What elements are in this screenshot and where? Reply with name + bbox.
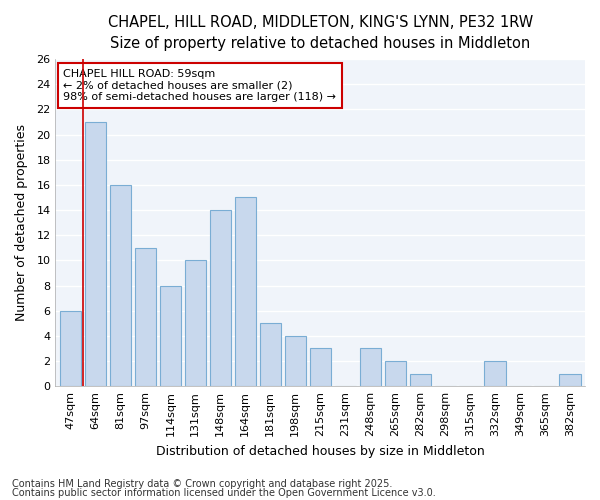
Bar	[185, 260, 206, 386]
Bar	[209, 210, 231, 386]
Text: CHAPEL HILL ROAD: 59sqm
← 2% of detached houses are smaller (2)
98% of semi-deta: CHAPEL HILL ROAD: 59sqm ← 2% of detached…	[64, 69, 337, 102]
Title: CHAPEL, HILL ROAD, MIDDLETON, KING'S LYNN, PE32 1RW
Size of property relative to: CHAPEL, HILL ROAD, MIDDLETON, KING'S LYN…	[107, 15, 533, 51]
Bar	[85, 122, 106, 386]
Bar	[235, 198, 256, 386]
Bar	[60, 310, 81, 386]
Bar	[135, 248, 156, 386]
Bar	[110, 185, 131, 386]
Y-axis label: Number of detached properties: Number of detached properties	[15, 124, 28, 321]
Bar	[484, 361, 506, 386]
X-axis label: Distribution of detached houses by size in Middleton: Distribution of detached houses by size …	[156, 444, 485, 458]
Bar	[160, 286, 181, 386]
Bar	[310, 348, 331, 386]
Text: Contains HM Land Registry data © Crown copyright and database right 2025.: Contains HM Land Registry data © Crown c…	[12, 479, 392, 489]
Bar	[260, 324, 281, 386]
Text: Contains public sector information licensed under the Open Government Licence v3: Contains public sector information licen…	[12, 488, 436, 498]
Bar	[410, 374, 431, 386]
Bar	[284, 336, 306, 386]
Bar	[559, 374, 581, 386]
Bar	[359, 348, 381, 386]
Bar	[385, 361, 406, 386]
